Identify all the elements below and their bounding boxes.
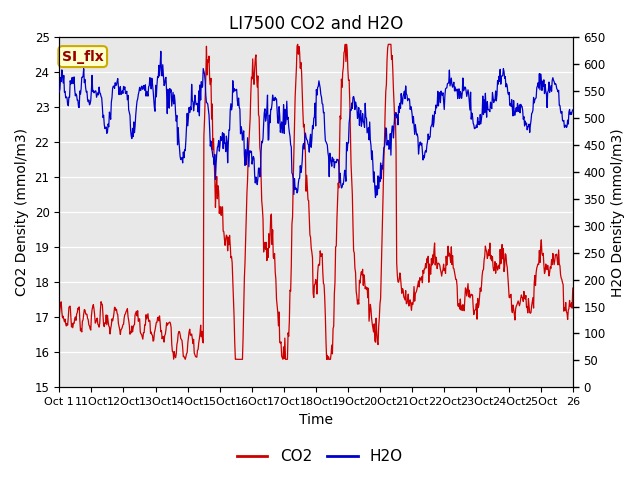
Legend: CO2, H2O: CO2, H2O	[231, 443, 409, 470]
Text: SI_flx: SI_flx	[62, 49, 104, 63]
X-axis label: Time: Time	[299, 413, 333, 427]
Y-axis label: CO2 Density (mmol/m3): CO2 Density (mmol/m3)	[15, 128, 29, 296]
Y-axis label: H2O Density (mmol/m3): H2O Density (mmol/m3)	[611, 128, 625, 297]
Title: LI7500 CO2 and H2O: LI7500 CO2 and H2O	[229, 15, 403, 33]
